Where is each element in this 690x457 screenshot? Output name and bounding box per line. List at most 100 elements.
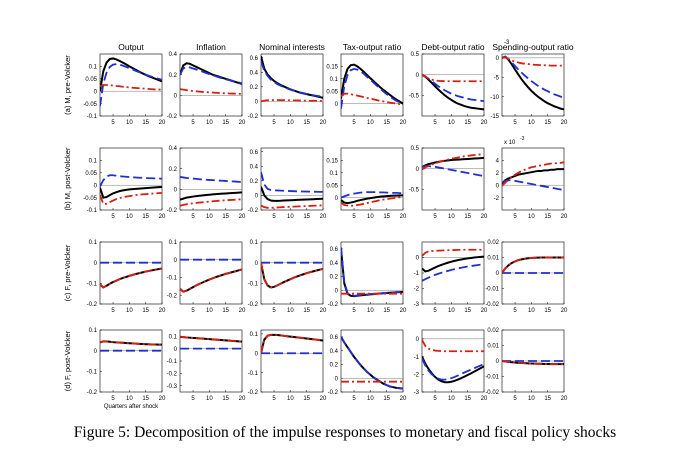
series-line-dashed xyxy=(261,60,323,98)
series-line-solid xyxy=(341,63,403,105)
y-tick-label: -0.5 xyxy=(409,188,420,194)
series-line-dashed xyxy=(422,165,484,177)
x-tick-label: 20 xyxy=(320,214,327,220)
y-tick-label: 0 xyxy=(174,94,178,100)
x-axis-label: Quarters after shock xyxy=(104,404,159,410)
y-tick-label: 0.4 xyxy=(169,146,178,152)
y-tick-label: 0 xyxy=(174,188,178,194)
y-tick-label: 0 xyxy=(335,376,339,382)
y-tick-label: 4 xyxy=(496,159,500,165)
series-line-dashed xyxy=(502,55,564,99)
y-tick-label: -1 xyxy=(414,271,420,277)
series-line-dashdot xyxy=(261,99,323,103)
x-tick-label: 10 xyxy=(287,308,294,314)
y-tick-label: 0.2 xyxy=(250,85,259,91)
x-tick-label: 10 xyxy=(206,308,213,314)
series-line-solid xyxy=(261,55,323,99)
y-tick-label: -0.1 xyxy=(87,282,98,288)
series-line-solid xyxy=(502,55,564,111)
y-tick-label: -1 xyxy=(414,355,420,361)
y-tick-label: 0.1 xyxy=(89,65,98,71)
y-tick-label: -0.5 xyxy=(409,94,420,100)
x-tick-label: 20 xyxy=(400,396,407,402)
y-tick-label: 0.05 xyxy=(326,183,338,189)
panel-frame xyxy=(179,241,243,305)
x-tick-label: 15 xyxy=(303,120,310,126)
y-tick-label: 2 xyxy=(496,171,500,177)
y-tick-label: 0 xyxy=(174,347,178,353)
y-tick-label: 0.2 xyxy=(169,73,178,79)
y-tick-label: 0 xyxy=(94,349,98,355)
column-title: Spending-output ratio xyxy=(492,42,574,52)
x-tick-label: 5 xyxy=(191,214,195,220)
series-line-solid xyxy=(422,255,484,273)
x-tick-label: 5 xyxy=(272,308,276,314)
y-tick-label: 0.02 xyxy=(487,328,499,334)
y-tick-label: -2 xyxy=(494,196,500,202)
series-line-dashed xyxy=(100,63,162,107)
x-tick-label: 15 xyxy=(222,396,229,402)
y-tick-label: -0.2 xyxy=(248,114,259,120)
panel-frame xyxy=(260,53,324,117)
y-tick-label: 0.1 xyxy=(330,77,339,83)
x-tick-label: 5 xyxy=(191,120,195,126)
panel-frame xyxy=(99,241,163,305)
series-line-solid xyxy=(100,57,162,92)
y-tick-label: 0 xyxy=(94,89,98,95)
y-tick-label: 0.4 xyxy=(330,261,339,267)
x-tick-label: 5 xyxy=(513,396,517,402)
series-line-dashdot xyxy=(422,153,484,171)
x-tick-label: 10 xyxy=(206,214,213,220)
y-tick-label: -0.1 xyxy=(87,114,98,120)
y-tick-label: 0.01 xyxy=(487,256,499,262)
y-tick-label: -0.2 xyxy=(167,293,178,299)
y-tick-label: -2 xyxy=(414,372,420,378)
y-tick-label: 0.4 xyxy=(250,164,259,170)
series-line-dashdot xyxy=(502,161,564,187)
x-tick-label: 10 xyxy=(528,308,535,314)
x-tick-label: 10 xyxy=(126,120,133,126)
y-tick-label: -0.01 xyxy=(485,375,499,381)
y-tick-label: 0.1 xyxy=(169,240,178,246)
y-tick-label: 0 xyxy=(255,194,259,200)
x-tick-label: 10 xyxy=(367,214,374,220)
y-tick-label: 0 xyxy=(255,261,259,267)
y-tick-label: -0.3 xyxy=(167,384,178,390)
x-tick-label: 10 xyxy=(126,308,133,314)
figure: Output Inflation Nominal interests Tax-outp… xyxy=(63,40,574,410)
y-tick-label: 0 xyxy=(335,196,339,202)
y-tick-label: 0 xyxy=(496,56,500,62)
y-tick-label: 0.02 xyxy=(487,240,499,246)
x-tick-label: 20 xyxy=(561,214,568,220)
row-label: (b) M, post-Volcker xyxy=(63,147,72,210)
x-tick-label: 5 xyxy=(191,308,195,314)
x-tick-label: 15 xyxy=(383,120,390,126)
x-tick-label: 15 xyxy=(544,308,551,314)
y-tick-label: 0.15 xyxy=(326,159,338,165)
x-tick-label: 20 xyxy=(400,308,407,314)
panel-frame xyxy=(179,147,243,211)
x-tick-label: 5 xyxy=(272,214,276,220)
y-tick-label: -0.2 xyxy=(87,302,98,308)
series-line-dashed xyxy=(180,65,242,85)
column-title: Inflation xyxy=(196,42,226,52)
x-tick-label: 15 xyxy=(222,120,229,126)
row-label: (c) F, pre-Volcker xyxy=(63,244,72,301)
scale-factor: x 10 xyxy=(504,140,516,146)
x-tick-label: 5 xyxy=(513,120,517,126)
y-tick-label: 0.05 xyxy=(85,171,97,177)
x-tick-label: 20 xyxy=(239,396,246,402)
y-tick-label: 0.4 xyxy=(330,349,339,355)
series-line-dashdot xyxy=(180,88,242,95)
y-tick-label: -3 xyxy=(414,390,420,396)
y-tick-label: -0.01 xyxy=(485,287,499,293)
panel-frame xyxy=(501,53,565,117)
y-tick-label: 0.1 xyxy=(330,171,339,177)
x-tick-label: 20 xyxy=(159,308,166,314)
x-tick-label: 15 xyxy=(142,214,149,220)
y-tick-label: 0.6 xyxy=(250,56,259,62)
series-line-dashdot xyxy=(261,333,323,354)
panel-frame xyxy=(421,147,485,211)
scale-exponent: -3 xyxy=(520,136,525,142)
x-tick-label: 10 xyxy=(287,214,294,220)
